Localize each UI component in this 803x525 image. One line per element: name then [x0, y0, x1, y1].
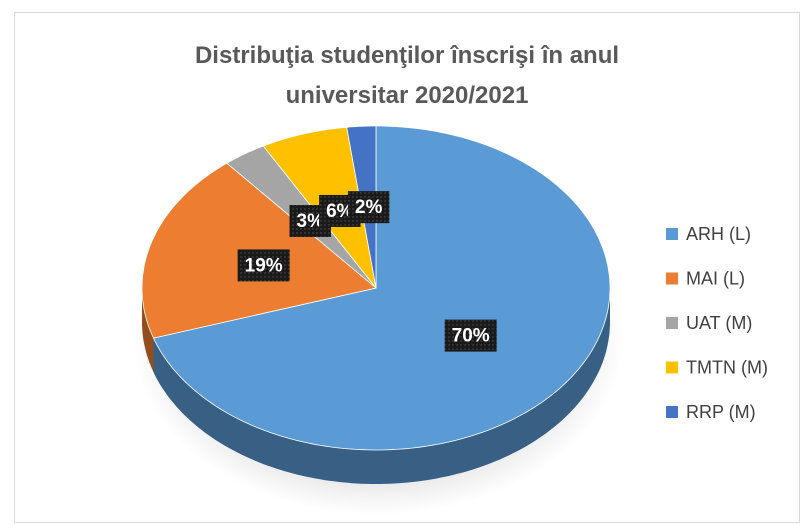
legend-label: RRP (M)	[686, 402, 756, 422]
title-line: universitar 2020/2021	[286, 82, 529, 109]
legend-swatch	[666, 406, 678, 418]
legend-swatch	[666, 317, 678, 329]
legend-swatch	[666, 272, 678, 285]
data-label: 2%	[347, 191, 390, 224]
legend-swatch	[666, 228, 678, 240]
chart-title: Distribuţia studenţilor înscrişi în anul…	[195, 42, 619, 109]
legend-label: TMTN (M)	[686, 357, 768, 377]
data-label: 70%	[444, 319, 497, 352]
slice-side	[153, 288, 610, 484]
data-label-box	[237, 249, 290, 282]
data-label-box	[347, 191, 390, 224]
slice-side	[142, 288, 154, 373]
slice	[152, 125, 611, 451]
legend-label: UAT (M)	[686, 313, 752, 333]
chart-title-text: Distribuţia studenţilor înscrişi în anul…	[195, 42, 619, 109]
legend-label: ARH (L)	[686, 224, 751, 244]
data-label-text: 19%	[245, 255, 283, 276]
data-label: 19%	[237, 249, 290, 282]
data-label-box	[444, 319, 497, 352]
legend-label: MAI (L)	[686, 268, 745, 288]
data-label-text: 3%	[297, 211, 325, 232]
data-label-text: 70%	[452, 326, 490, 347]
data-label-text: 2%	[355, 197, 383, 218]
data-label-text: 6%	[326, 201, 354, 222]
title-line: Distribuţia studenţilor înscrişi în anul	[195, 42, 619, 69]
legend-swatch	[666, 361, 678, 374]
